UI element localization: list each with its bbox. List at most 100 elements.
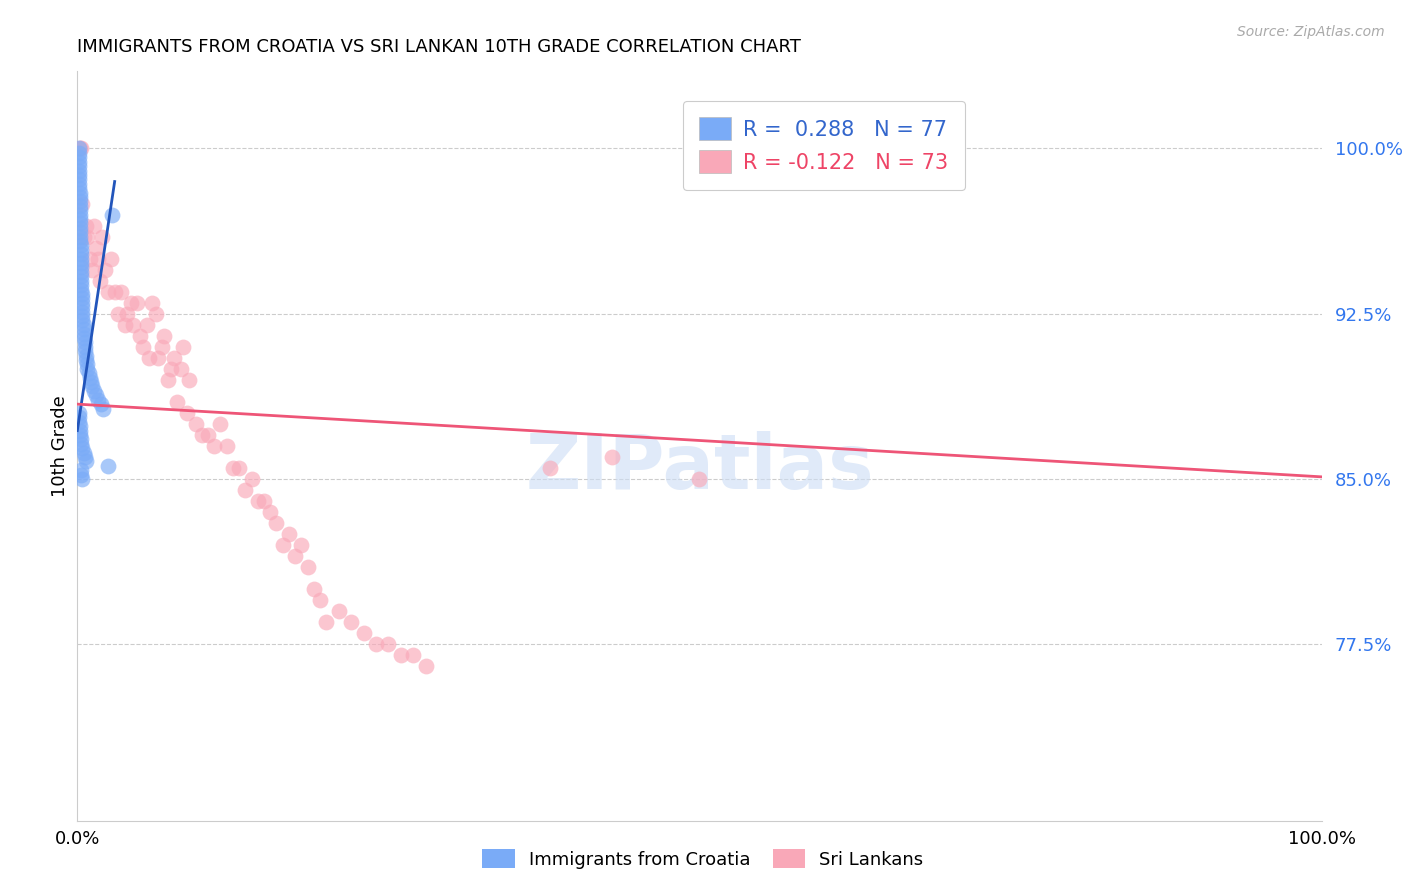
Point — [67, 415, 90, 429]
Point — [67, 163, 90, 178]
Point — [70, 252, 93, 266]
Point — [72, 318, 94, 332]
Point — [70, 256, 93, 270]
Point — [315, 615, 337, 630]
Point — [93, 262, 115, 277]
Point — [138, 351, 160, 365]
Point — [107, 307, 129, 321]
Point — [72, 331, 94, 345]
Point — [150, 340, 173, 354]
Point — [75, 353, 97, 368]
Point — [72, 322, 94, 336]
Point — [91, 229, 114, 244]
Point — [309, 593, 332, 607]
Point — [72, 313, 94, 327]
Point — [277, 527, 299, 541]
Point — [67, 177, 90, 191]
Point — [67, 168, 90, 182]
Point — [72, 229, 94, 244]
Point — [266, 516, 288, 530]
Point — [72, 304, 94, 318]
Point — [240, 472, 263, 486]
Point — [70, 467, 93, 482]
Legend: R =  0.288   N = 77, R = -0.122   N = 73: R = 0.288 N = 77, R = -0.122 N = 73 — [683, 101, 965, 190]
Point — [115, 307, 138, 321]
Point — [67, 145, 90, 160]
Point — [69, 428, 91, 442]
Point — [353, 626, 375, 640]
Point — [172, 340, 194, 354]
Point — [75, 219, 97, 233]
Point — [67, 154, 90, 169]
Point — [69, 194, 91, 209]
Point — [70, 278, 93, 293]
Point — [70, 247, 93, 261]
Point — [76, 362, 98, 376]
Point — [104, 285, 127, 299]
Point — [132, 340, 155, 354]
Point — [145, 307, 167, 321]
Point — [284, 549, 307, 564]
Point — [179, 373, 201, 387]
Point — [122, 318, 145, 332]
Point — [340, 615, 363, 630]
Point — [76, 229, 98, 244]
Point — [69, 199, 91, 213]
Point — [233, 483, 256, 497]
Point — [73, 344, 96, 359]
Point — [87, 252, 110, 266]
Point — [297, 560, 319, 574]
Point — [69, 229, 91, 244]
Point — [70, 437, 93, 451]
Point — [69, 216, 91, 230]
Point — [67, 159, 90, 173]
Point — [148, 351, 170, 365]
Point — [302, 582, 325, 597]
Point — [79, 252, 101, 266]
Point — [75, 349, 97, 363]
Point — [67, 181, 90, 195]
Point — [97, 285, 120, 299]
Point — [76, 358, 98, 372]
Point — [689, 472, 711, 486]
Point — [163, 351, 186, 365]
Point — [209, 417, 232, 431]
Point — [70, 265, 93, 279]
Point — [159, 362, 181, 376]
Point — [72, 441, 94, 455]
Point — [253, 494, 276, 508]
Point — [90, 397, 112, 411]
Point — [72, 472, 94, 486]
Point — [222, 461, 245, 475]
Point — [82, 379, 104, 393]
Point — [72, 196, 94, 211]
Point — [70, 433, 93, 447]
Point — [73, 450, 96, 464]
Point — [72, 295, 94, 310]
Point — [70, 243, 93, 257]
Point — [73, 340, 96, 354]
Point — [364, 637, 387, 651]
Point — [166, 395, 188, 409]
Point — [69, 234, 91, 248]
Point — [72, 445, 94, 459]
Point — [169, 362, 191, 376]
Point — [120, 295, 142, 310]
Point — [79, 370, 101, 384]
Point — [389, 648, 412, 663]
Point — [377, 637, 399, 651]
Point — [72, 300, 94, 314]
Point — [69, 220, 91, 235]
Point — [290, 538, 312, 552]
Point — [128, 328, 150, 343]
Point — [69, 203, 91, 218]
Y-axis label: 10th Grade: 10th Grade — [51, 395, 69, 497]
Point — [197, 428, 219, 442]
Point — [72, 326, 94, 341]
Point — [83, 219, 105, 233]
Point — [83, 384, 105, 398]
Point — [69, 208, 91, 222]
Point — [136, 318, 159, 332]
Point — [80, 375, 103, 389]
Text: IMMIGRANTS FROM CROATIA VS SRI LANKAN 10TH GRADE CORRELATION CHART: IMMIGRANTS FROM CROATIA VS SRI LANKAN 10… — [77, 38, 801, 56]
